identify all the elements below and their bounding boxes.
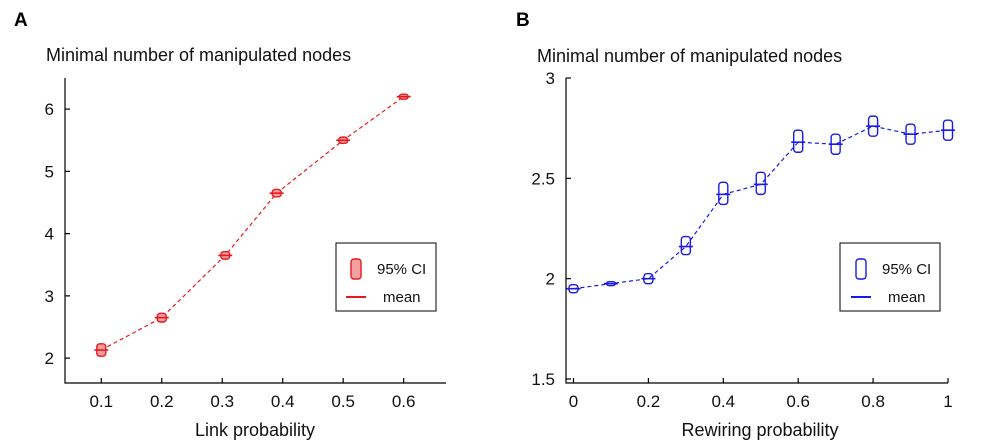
x-tick-label: 0.1	[89, 392, 113, 411]
x-tick-label: 0.2	[637, 392, 661, 411]
panel-b-title: Minimal number of manipulated nodes	[537, 46, 842, 66]
x-tick-label: 0.4	[711, 392, 735, 411]
panel-b-legend-mean-label: mean	[888, 289, 926, 306]
panel-b-xlabel: Rewiring probability	[681, 420, 838, 440]
panel-b-x-ticks: 0 0.2 0.4 0.6 0.8 1	[569, 378, 953, 411]
panel-a-legend-ci-swatch	[350, 258, 362, 280]
panel-b-y-ticks: 1.5 2 2.5 3	[531, 69, 571, 389]
panel-a-axes	[64, 78, 446, 384]
panel-a-x-ticks: 0.1 0.2 0.3 0.4 0.5 0.6	[89, 378, 415, 411]
panel-a: A Minimal number of manipulated nodes 2 3…	[14, 10, 446, 440]
panel-a-mean-line	[101, 96, 405, 351]
y-tick-label: 2.5	[531, 169, 555, 188]
ci-box	[755, 171, 766, 196]
panel-a-xlabel: Link probability	[195, 420, 315, 440]
panel-b-letter: B	[516, 10, 530, 31]
y-tick-label: 5	[45, 162, 54, 181]
panel-b-axes	[565, 78, 948, 384]
panel-a-legend-mean-label: mean	[383, 289, 421, 306]
x-tick-label: 0	[569, 392, 578, 411]
ci-box	[718, 181, 729, 206]
x-tick-label: 0.4	[271, 392, 295, 411]
x-tick-label: 0.5	[331, 392, 355, 411]
panel-a-legend-ci-label: 95% CI	[377, 261, 426, 278]
panel-b-marks	[566, 115, 955, 294]
ci-box	[792, 129, 804, 153]
y-tick-label: 3	[546, 69, 555, 88]
panel-a-legend: 95% CI mean	[335, 242, 437, 312]
y-tick-label: 2	[546, 270, 555, 289]
panel-b-legend-ci-swatch	[855, 258, 867, 280]
x-tick-label: 1	[943, 392, 952, 411]
x-tick-label: 0.3	[210, 392, 234, 411]
panel-b-legend-ci-label: 95% CI	[882, 261, 931, 278]
y-tick-label: 6	[45, 100, 54, 119]
y-tick-label: 4	[45, 225, 54, 244]
y-tick-label: 1.5	[531, 370, 555, 389]
x-tick-label: 0.6	[392, 392, 416, 411]
y-tick-label: 3	[45, 287, 54, 306]
x-tick-label: 0.6	[786, 392, 810, 411]
panel-a-letter: A	[14, 10, 28, 31]
ci-box	[680, 235, 692, 256]
x-tick-label: 0.2	[150, 392, 174, 411]
panel-b: B Minimal number of manipulated nodes 1.…	[516, 10, 955, 440]
y-tick-label: 2	[45, 349, 54, 368]
panel-a-title: Minimal number of manipulated nodes	[46, 45, 351, 65]
panel-a-marks	[94, 93, 411, 357]
x-tick-label: 0.8	[861, 392, 885, 411]
panel-b-legend: 95% CI mean	[839, 242, 941, 312]
panel-a-y-ticks: 2 3 4 5 6	[45, 100, 70, 368]
